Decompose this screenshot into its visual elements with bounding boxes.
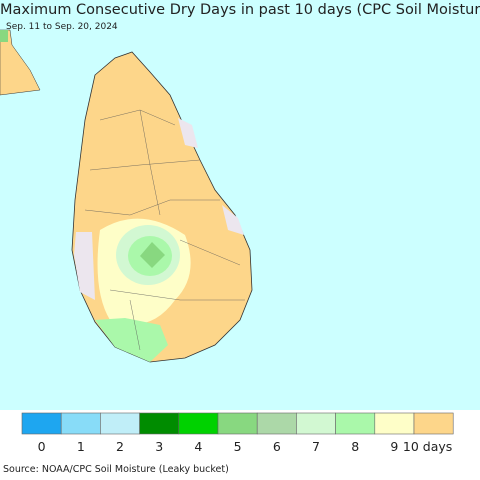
zone-8 <box>95 318 168 362</box>
legend-swatch <box>413 412 454 435</box>
india-patch <box>0 30 8 42</box>
india-coast <box>0 29 41 96</box>
gray-patch <box>74 232 95 300</box>
legend-swatch <box>100 412 140 435</box>
legend-label: 5 <box>234 439 242 454</box>
legend-label: 8 <box>351 439 359 454</box>
subtitle: Sep. 11 to Sep. 20, 2024 <box>6 22 118 32</box>
legend: 0 1 2 3 4 5 6 7 8 9 10 days <box>21 412 454 454</box>
legend-swatch <box>139 412 180 435</box>
legend-label: 0 <box>38 439 46 454</box>
legend-swatch <box>178 412 219 435</box>
gray-patch <box>222 205 244 235</box>
legend-label: 10 days <box>403 439 452 454</box>
legend-swatch <box>374 412 415 435</box>
legend-swatch <box>256 412 297 435</box>
legend-label: 9 <box>390 439 398 454</box>
legend-swatch <box>296 412 336 435</box>
legend-label: 4 <box>194 439 202 454</box>
legend-label: 1 <box>77 439 85 454</box>
title: Maximum Consecutive Dry Days in past 10 … <box>0 2 480 18</box>
district-lines <box>84 109 245 351</box>
zone-5 <box>140 242 165 268</box>
legend-label: 2 <box>116 439 124 454</box>
legend-swatch <box>217 412 258 435</box>
legend-label: 7 <box>312 439 320 454</box>
legend-swatch <box>60 412 101 435</box>
legend-swatch <box>21 412 62 435</box>
legend-label: 6 <box>273 439 281 454</box>
source: Source: NOAA/CPC Soil Moisture (Leaky bu… <box>3 464 229 475</box>
ocean <box>0 0 480 410</box>
legend-swatch <box>335 412 376 435</box>
gray-patch <box>178 118 198 148</box>
legend-label: 3 <box>155 439 163 454</box>
